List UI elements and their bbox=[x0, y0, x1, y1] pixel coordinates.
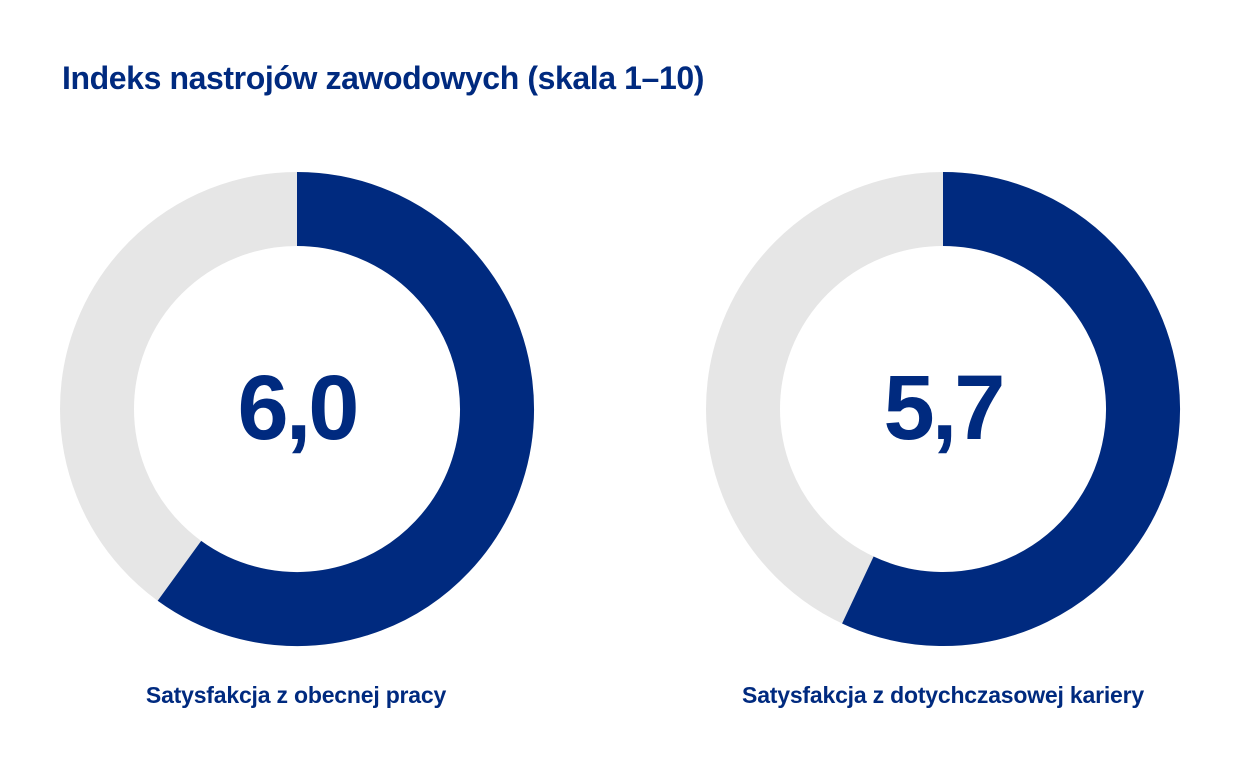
donut-value-label: 6,0 bbox=[238, 357, 357, 459]
donut-chart-1: 5,7 bbox=[706, 172, 1180, 646]
donut-value-arc bbox=[842, 172, 1180, 646]
donut-caption-current-job: Satysfakcja z obecnej pracy bbox=[145, 682, 447, 708]
donut-value-label: 5,7 bbox=[884, 357, 1003, 459]
donut-value-arc bbox=[157, 172, 534, 646]
donut-chart-0: 6,0 bbox=[60, 172, 534, 646]
donut-caption-career: Satysfakcja z dotychczasowej kariery bbox=[742, 682, 1144, 708]
chart-title: Indeks nastrojów zawodowych (skala 1–10) bbox=[62, 60, 705, 96]
